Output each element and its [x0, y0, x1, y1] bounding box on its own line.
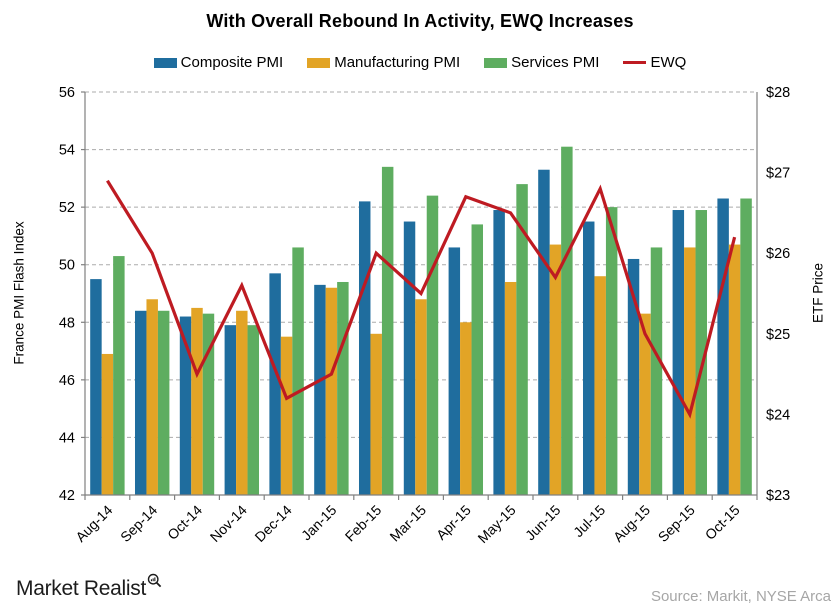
- bar-manufacturing-pmi-May-15: [504, 281, 517, 495]
- right-tick-label-24: $24: [766, 407, 790, 423]
- bar-services-pmi-Oct-15: [740, 198, 752, 495]
- legend-label-ewq: EWQ: [650, 54, 687, 71]
- x-tick-label-May-15: May-15: [474, 502, 518, 546]
- bar-services-pmi-Mar-15: [426, 195, 439, 495]
- bar-manufacturing-pmi-Sep-14: [146, 299, 158, 495]
- bar-manufacturing-pmi-Apr-15: [460, 322, 472, 495]
- bar-composite-pmi-Sep-14: [134, 310, 147, 495]
- bar-manufacturing-pmi-Nov-14: [236, 310, 248, 495]
- right-tick-label-28: $28: [766, 85, 790, 101]
- left-tick-label-42: 42: [59, 488, 75, 504]
- legend-item-services-pmi: Services PMI: [484, 54, 599, 71]
- left-tick-label-52: 52: [59, 200, 75, 216]
- left-tick-label-56: 56: [59, 85, 75, 101]
- market-realist-logo: Market Realist: [16, 573, 162, 601]
- bar-composite-pmi-Aug-15: [627, 258, 640, 495]
- bar-services-pmi-Apr-15: [471, 224, 484, 495]
- manufacturing-pmi-swatch-icon: [307, 57, 331, 68]
- x-tick-label-Jun-15: Jun-15: [522, 502, 564, 544]
- right-tick-label-23: $23: [766, 488, 790, 504]
- bar-services-pmi-Oct-14: [202, 313, 215, 495]
- bar-services-pmi-Dec-14: [292, 247, 304, 495]
- x-tick-label-Sep-15: Sep-15: [655, 502, 698, 545]
- x-tick-label-Aug-14: Aug-14: [72, 502, 115, 545]
- bar-composite-pmi-Jun-15: [538, 169, 550, 495]
- bar-services-pmi-Jul-15: [605, 207, 618, 495]
- bar-composite-pmi-Jul-15: [582, 221, 595, 496]
- bar-services-pmi-May-15: [516, 184, 528, 495]
- x-tick-label-Oct-14: Oct-14: [164, 502, 205, 543]
- bar-composite-pmi-Feb-15: [358, 201, 371, 495]
- bar-services-pmi-Sep-14: [157, 310, 170, 495]
- right-tick-label-25: $25: [766, 327, 790, 343]
- composite-pmi-swatch-icon: [153, 57, 177, 68]
- bar-manufacturing-pmi-Jun-15: [549, 244, 562, 495]
- bar-services-pmi-Aug-15: [650, 247, 663, 495]
- legend-label-composite-pmi: Composite PMI: [180, 54, 284, 71]
- left-tick-label-54: 54: [59, 143, 75, 159]
- bar-composite-pmi-Jan-15: [314, 284, 326, 495]
- x-tick-label-Dec-14: Dec-14: [251, 502, 294, 545]
- bar-composite-pmi-Nov-14: [224, 325, 237, 495]
- ewq-price-line: [106, 179, 737, 419]
- brand-text: Market Realist: [16, 577, 147, 600]
- x-tick-label-Aug-15: Aug-15: [610, 502, 653, 545]
- bar-manufacturing-pmi-Mar-15: [415, 299, 427, 495]
- bar-manufacturing-pmi-Jan-15: [325, 287, 338, 495]
- x-tick-label-Jul-15: Jul-15: [570, 502, 608, 540]
- ewq-line-swatch-icon: [623, 61, 647, 64]
- bar-manufacturing-pmi-Oct-15: [728, 244, 741, 495]
- legend-item-manufacturing-pmi: Manufacturing PMI: [307, 54, 460, 71]
- bar-manufacturing-pmi-Oct-14: [191, 307, 203, 495]
- x-tick-label-Nov-14: Nov-14: [207, 502, 250, 545]
- services-pmi-swatch-icon: [484, 57, 508, 68]
- x-tick-label-Apr-15: Apr-15: [433, 502, 474, 543]
- bar-services-pmi-Jan-15: [337, 281, 349, 495]
- left-tick-label-48: 48: [59, 315, 75, 331]
- bar-services-pmi-Nov-14: [247, 325, 260, 495]
- right-tick-label-27: $27: [766, 166, 790, 182]
- left-tick-label-44: 44: [59, 430, 75, 446]
- chart-title: With Overall Rebound In Activity, EWQ In…: [206, 11, 634, 31]
- bar-composite-pmi-Sep-15: [672, 210, 685, 495]
- bar-services-pmi-Aug-14: [113, 256, 125, 495]
- source-credit: Source: Markit, NYSE Arca: [650, 588, 831, 605]
- bar-composite-pmi-Dec-14: [269, 273, 281, 495]
- bar-composite-pmi-Apr-15: [448, 247, 461, 495]
- right-tick-label-26: $26: [766, 246, 790, 262]
- bar-manufacturing-pmi-Dec-14: [280, 336, 293, 495]
- bar-composite-pmi-Aug-14: [90, 279, 102, 495]
- pmi-ewq-combo-chart: 42 44 46 48 50 52 54 56 $23 $24 $25 $26 $27 $28 Aug-14…: [59, 85, 790, 546]
- bar-services-pmi-Jun-15: [561, 146, 573, 495]
- bar-composite-pmi-May-15: [493, 210, 505, 495]
- x-tick-label-Oct-15: Oct-15: [702, 502, 743, 543]
- bar-manufacturing-pmi-Feb-15: [370, 333, 382, 495]
- bar-manufacturing-pmi-Aug-14: [101, 353, 114, 495]
- chart-legend: Composite PMI Manufacturing PMI Services…: [0, 54, 840, 71]
- left-tick-label-46: 46: [59, 373, 75, 389]
- bar-manufacturing-pmi-Sep-15: [684, 247, 696, 495]
- x-tick-label-Mar-15: Mar-15: [386, 502, 429, 545]
- x-tick-label-Feb-15: Feb-15: [342, 502, 385, 545]
- x-tick-label-Sep-14: Sep-14: [117, 502, 160, 545]
- legend-item-ewq: EWQ: [623, 54, 686, 71]
- bar-services-pmi-Feb-15: [381, 166, 394, 495]
- bar-composite-pmi-Oct-15: [717, 198, 729, 495]
- bar-manufacturing-pmi-Aug-15: [639, 313, 651, 495]
- bar-composite-pmi-Mar-15: [403, 221, 416, 496]
- x-tick-label-Jan-15: Jan-15: [298, 502, 340, 544]
- legend-item-composite-pmi: Composite PMI: [153, 54, 284, 71]
- bar-manufacturing-pmi-Jul-15: [594, 276, 606, 495]
- bar-composite-pmi-Oct-14: [179, 316, 192, 495]
- legend-label-services-pmi: Services PMI: [511, 54, 600, 71]
- legend-label-manufacturing-pmi: Manufacturing PMI: [334, 54, 461, 71]
- bar-services-pmi-Sep-15: [695, 210, 708, 495]
- magnifier-with-bars-icon: [147, 570, 162, 593]
- left-tick-label-50: 50: [59, 258, 75, 274]
